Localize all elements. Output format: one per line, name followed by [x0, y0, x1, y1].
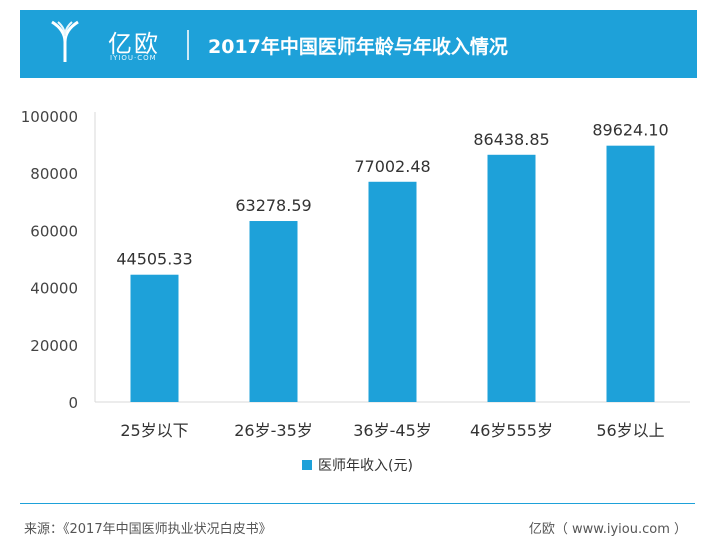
data-label: 89624.10 — [592, 121, 668, 140]
chart-legend: 医师年收入(元) — [302, 455, 413, 475]
x-tick-label: 46岁555岁 — [470, 421, 553, 440]
x-tick-label: 36岁-45岁 — [353, 421, 432, 440]
x-tick-label: 56岁以上 — [596, 421, 664, 440]
data-label: 63278.59 — [235, 196, 311, 215]
y-tick-label: 0 — [68, 394, 78, 412]
credit-note: 亿欧（ www.iyiou.com ） — [528, 522, 687, 537]
y-tick-label: 20000 — [30, 337, 78, 355]
legend-swatch — [302, 460, 312, 470]
data-label: 77002.48 — [354, 157, 430, 176]
bar-chart: 0 20000 40000 60000 80000 100000 44505.33 25岁以下… — [21, 108, 690, 440]
logo-text: 亿欧 — [108, 30, 160, 58]
source-note: 来源：《2017年中国医师执业状况白皮书》 — [24, 522, 272, 537]
bar — [249, 221, 298, 402]
y-tick-label: 80000 — [30, 165, 78, 183]
bar — [130, 274, 179, 402]
y-tick-label: 40000 — [30, 280, 78, 298]
header-banner: 亿欧 IYIOU·COM 2017年中国医师年龄与年收入情况 — [20, 10, 697, 78]
logo-subtext: IYIOU·COM — [110, 54, 157, 62]
data-label: 86438.85 — [473, 130, 549, 149]
header-divider — [187, 30, 189, 60]
logo: 亿欧 IYIOU·COM — [50, 20, 160, 70]
bar — [487, 154, 536, 402]
x-tick-label: 25岁以下 — [120, 421, 188, 440]
legend-label: 医师年收入(元) — [318, 458, 413, 474]
bar — [606, 145, 655, 402]
page-title: 2017年中国医师年龄与年收入情况 — [208, 36, 508, 58]
x-tick-label: 26岁-35岁 — [234, 421, 313, 440]
data-label: 44505.33 — [116, 250, 192, 269]
bar — [368, 181, 417, 402]
footer-divider — [20, 503, 695, 504]
y-tick-label: 100000 — [21, 108, 78, 126]
y-tick-label: 60000 — [30, 222, 78, 240]
logo-icon — [51, 20, 79, 62]
